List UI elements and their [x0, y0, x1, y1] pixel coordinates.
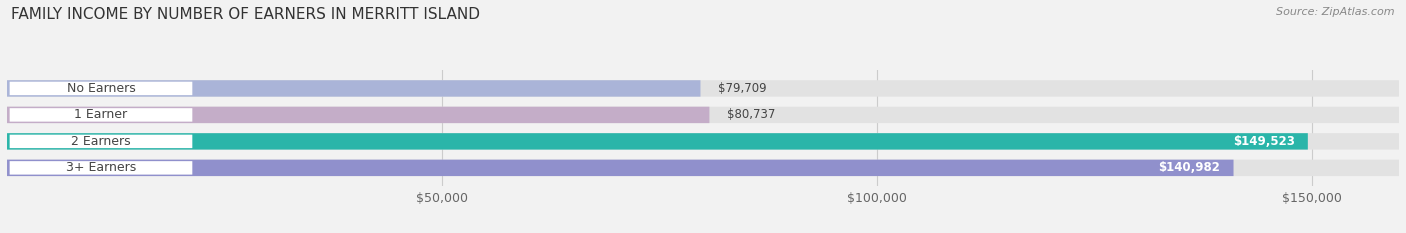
Text: $79,709: $79,709 [718, 82, 766, 95]
FancyBboxPatch shape [10, 108, 193, 122]
Text: Source: ZipAtlas.com: Source: ZipAtlas.com [1277, 7, 1395, 17]
FancyBboxPatch shape [7, 80, 1399, 97]
FancyBboxPatch shape [7, 160, 1399, 176]
FancyBboxPatch shape [7, 133, 1308, 150]
Text: FAMILY INCOME BY NUMBER OF EARNERS IN MERRITT ISLAND: FAMILY INCOME BY NUMBER OF EARNERS IN ME… [11, 7, 481, 22]
FancyBboxPatch shape [10, 82, 193, 95]
FancyBboxPatch shape [10, 161, 193, 175]
Text: No Earners: No Earners [66, 82, 135, 95]
FancyBboxPatch shape [7, 80, 700, 97]
Text: $80,737: $80,737 [727, 108, 775, 121]
FancyBboxPatch shape [7, 107, 710, 123]
FancyBboxPatch shape [7, 107, 1399, 123]
FancyBboxPatch shape [7, 133, 1399, 150]
Text: $140,982: $140,982 [1159, 161, 1220, 174]
Text: 1 Earner: 1 Earner [75, 108, 128, 121]
Text: 3+ Earners: 3+ Earners [66, 161, 136, 174]
FancyBboxPatch shape [7, 160, 1233, 176]
Text: 2 Earners: 2 Earners [72, 135, 131, 148]
Text: $149,523: $149,523 [1233, 135, 1295, 148]
FancyBboxPatch shape [10, 135, 193, 148]
